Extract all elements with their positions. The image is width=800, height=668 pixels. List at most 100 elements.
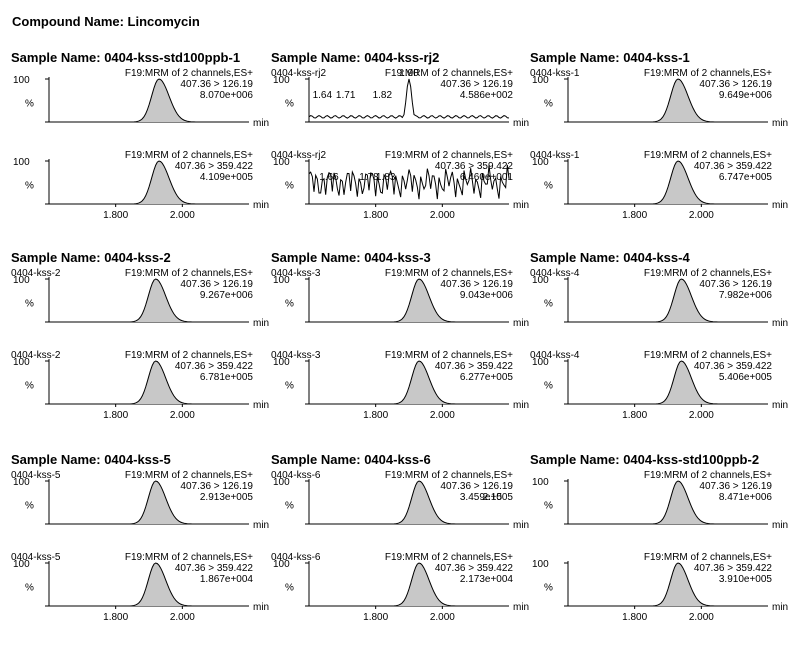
y-axis-label: %	[544, 99, 553, 110]
y-axis-label: %	[544, 583, 553, 594]
channel-label: F19:MRM of 2 channels,ES+	[124, 470, 253, 481]
y-axis-label: %	[25, 381, 34, 392]
channel-label: F19:MRM of 2 channels,ES+	[384, 552, 513, 563]
panel-info: F19:MRM of 2 channels,ES+ 407.36 > 126.19…	[644, 268, 772, 301]
chromatogram-plot: 100% min	[532, 75, 788, 129]
panel-sample-label: 0404-kss-3	[271, 350, 321, 361]
transition-label: 407.36 > 126.19	[180, 279, 253, 290]
channel-label: F19:MRM of 2 channels,ES+	[124, 150, 253, 161]
chromatogram-trace	[308, 164, 510, 200]
chromatogram-panel: 0404-kss-5 F19:MRM of 2 channels,ES+ 407.3…	[11, 470, 273, 546]
x-axis-unit-label: min	[772, 318, 788, 329]
x-axis-unit-label: min	[253, 602, 269, 613]
integrated-peak-area	[395, 563, 453, 606]
y-axis-label: %	[285, 99, 294, 110]
integrated-peak-area	[654, 481, 712, 524]
chromatogram-plot: 100% min 1.800 2.000	[13, 157, 269, 221]
sample-block: Sample Name: 0404-kss-3 0404-kss-3 F19:MRM…	[271, 250, 533, 454]
channel-label: F19:MRM of 2 channels,ES+	[124, 268, 253, 279]
panel-sample-label: 0404-kss-6	[271, 470, 321, 481]
x-axis-unit-label: min	[253, 118, 269, 129]
x-tick-label: 2.000	[170, 410, 195, 421]
panel-info: F19:MRM of 2 channels,ES+ 407.36 > 126.19…	[644, 470, 772, 503]
integrated-peak-area	[654, 79, 712, 122]
chromatogram-panel: 0404-kss-rj2 F19:MRM of 2 channels,ES+ 407…	[271, 68, 533, 144]
panel-sample-label: 0404-kss-2	[11, 350, 61, 361]
intensity-label: 6.460e+001	[459, 172, 513, 183]
x-tick-label: 1.800	[103, 410, 128, 421]
x-tick-label: 2.000	[430, 410, 455, 421]
panel-sample-label: 0404-kss-6	[271, 552, 321, 563]
peak-rt-label: 1.90	[399, 68, 419, 79]
chromatogram-panel: 0404-kss-2 F19:MRM of 2 channels,ES+ 407.3…	[11, 350, 273, 426]
intensity-label: 9.649e+006	[718, 90, 772, 101]
peak-rt-label: 1.71	[336, 90, 356, 101]
y-tick-label: 100	[273, 559, 290, 570]
x-axis-unit-label: min	[253, 400, 269, 411]
chromatogram-plot: 100% min	[13, 75, 269, 129]
y-axis-label: %	[544, 181, 553, 192]
channel-label: F19:MRM of 2 channels,ES+	[384, 268, 513, 279]
x-tick-label: 1.800	[622, 210, 647, 221]
channel-label: F19:MRM of 2 channels,ES+	[643, 350, 772, 361]
sample-name-header: Sample Name: 0404-kss-2	[11, 250, 171, 265]
chromatogram-plot: 100% min 1.800 2.000	[13, 357, 269, 421]
y-axis-label: %	[25, 299, 34, 310]
chromatogram-panel: F19:MRM of 2 channels,ES+ 407.36 > 359.42…	[11, 150, 273, 226]
transition-label: 407.36 > 359.422	[174, 361, 253, 372]
y-tick-label: 100	[532, 559, 549, 570]
integrated-peak-area	[132, 481, 189, 524]
sample-name-header: Sample Name: 0404-kss-rj2	[271, 50, 440, 65]
integrated-peak-area	[135, 161, 193, 204]
transition-label: 407.36 > 126.19	[180, 79, 253, 90]
intensity-label: 6.781e+005	[199, 372, 253, 383]
x-tick-label: 2.000	[430, 210, 455, 221]
channel-label: F19:MRM of 2 channels,ES+	[643, 552, 772, 563]
x-axis-unit-label: min	[253, 520, 269, 531]
x-tick-label: 2.000	[689, 410, 714, 421]
intensity-label: 4.109e+005	[199, 172, 253, 183]
chromatogram-panel: 0404-kss-1 F19:MRM of 2 channels,ES+ 407.3…	[530, 150, 792, 226]
y-tick-label: 100	[13, 477, 30, 488]
integrated-peak-area	[658, 279, 715, 322]
chromatogram-trace	[568, 562, 768, 607]
chromatogram-panel: 0404-kss-3 F19:MRM of 2 channels,ES+ 407.3…	[271, 268, 533, 344]
transition-label: 407.36 > 359.422	[174, 563, 253, 574]
chromatogram-trace	[49, 360, 249, 405]
y-axis-label: %	[544, 381, 553, 392]
intensity-label: 5.406e+005	[718, 372, 772, 383]
panel-sample-label: 0404-kss-1	[530, 150, 580, 161]
chromatogram-trace	[568, 160, 768, 205]
sample-block: Sample Name: 0404-kss-rj2 0404-kss-rj2 F19…	[271, 50, 533, 254]
transition-label: 407.36 > 126.19	[699, 481, 772, 492]
x-tick-label: 2.000	[689, 612, 714, 623]
panel-sample-label: 0404-kss-rj2	[271, 150, 327, 161]
chromatogram-plot: 100% min 1.800 2.000	[273, 559, 529, 623]
channel-label: F19:MRM of 2 channels,ES+	[643, 68, 772, 79]
panel-info: F19:MRM of 2 channels,ES+ 407.36 > 126.19…	[385, 268, 513, 301]
integrated-peak-area	[132, 361, 189, 404]
peak-rt-label: 1.66	[319, 172, 339, 183]
chromatogram-trace	[49, 160, 249, 205]
chromatogram-panel: 0404-kss-4 F19:MRM of 2 channels,ES+ 407.3…	[530, 350, 792, 426]
peak-rt-label: 1.78	[359, 172, 379, 183]
transition-label: 407.36 > 126.19	[699, 79, 772, 90]
x-tick-label: 2.000	[430, 612, 455, 623]
sample-block: Sample Name: 0404-kss-4 0404-kss-4 F19:MRM…	[530, 250, 792, 454]
chromatogram-plot: 100% min 1.800 2.000	[532, 157, 788, 221]
chromatogram-trace	[309, 360, 509, 405]
y-tick-label: 100	[273, 357, 290, 368]
panel-sample-label: 0404-kss-5	[11, 470, 61, 481]
channel-label: F19:MRM of 2 channels,ES+	[124, 68, 253, 79]
panel-sample-label: 0404-kss-1	[530, 68, 580, 79]
panel-sample-label: 0404-kss-4	[530, 268, 580, 279]
chromatogram-trace	[49, 278, 249, 323]
transition-label: 407.36 > 359.422	[174, 161, 253, 172]
y-tick-label: 100	[13, 357, 30, 368]
x-axis-unit-label: min	[513, 520, 529, 531]
chromatogram-plot: 100% min 1.800 2.000	[273, 357, 529, 421]
chromatogram-trace	[309, 480, 509, 525]
chromatogram-trace	[49, 480, 249, 525]
y-axis-label: %	[25, 99, 34, 110]
